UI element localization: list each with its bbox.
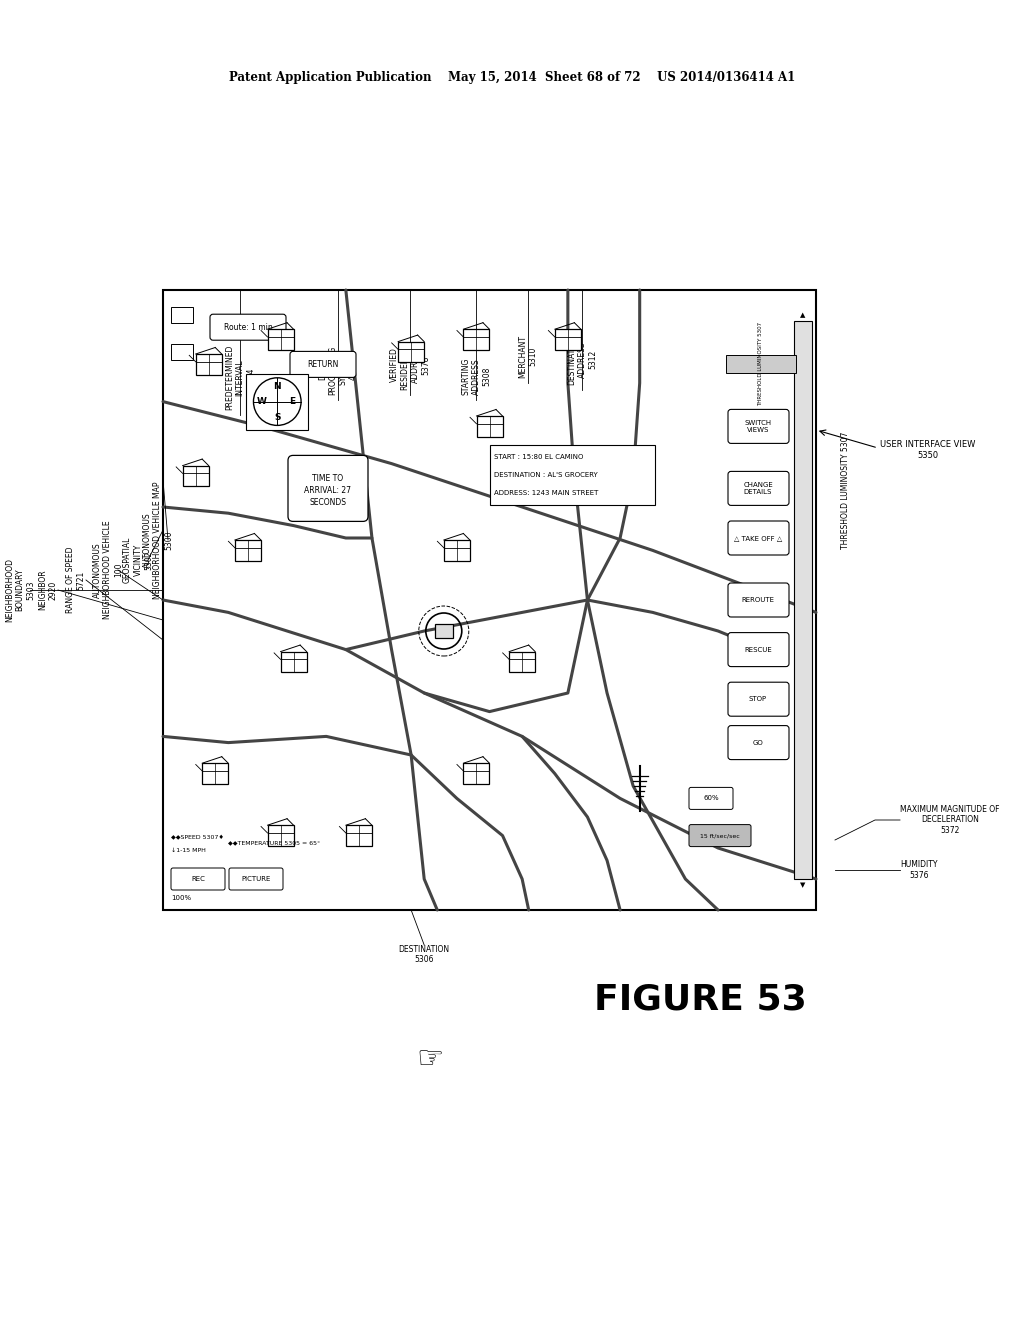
- FancyBboxPatch shape: [728, 471, 790, 506]
- Bar: [182, 466, 209, 486]
- Text: PREDETERMINED
INTERVAL
5374: PREDETERMINED INTERVAL 5374: [225, 345, 255, 411]
- Bar: [794, 321, 812, 879]
- Text: GO: GO: [753, 739, 763, 746]
- FancyBboxPatch shape: [171, 345, 193, 360]
- FancyBboxPatch shape: [728, 682, 790, 717]
- FancyBboxPatch shape: [288, 455, 368, 521]
- Bar: [196, 354, 222, 375]
- Text: PICTURE: PICTURE: [242, 876, 270, 882]
- Text: ◆◆TEMPERATURE 5305 = 65°: ◆◆TEMPERATURE 5305 = 65°: [228, 841, 321, 846]
- Text: NEIGHBORHOOD
BOUNDARY
5303: NEIGHBORHOOD BOUNDARY 5303: [5, 558, 35, 622]
- FancyBboxPatch shape: [728, 409, 790, 444]
- Text: NEIGHBOR
2920: NEIGHBOR 2920: [38, 570, 57, 610]
- Bar: [163, 290, 816, 909]
- FancyBboxPatch shape: [171, 869, 225, 890]
- FancyBboxPatch shape: [290, 351, 356, 378]
- Bar: [398, 342, 424, 363]
- Text: FIGURE 53: FIGURE 53: [594, 983, 806, 1016]
- Text: S: S: [274, 412, 281, 421]
- Text: DESTINATION
5306: DESTINATION 5306: [398, 945, 450, 965]
- Text: 100%: 100%: [171, 895, 191, 900]
- Text: ☞: ☞: [417, 1045, 443, 1074]
- Text: REROUTE: REROUTE: [741, 597, 774, 603]
- FancyBboxPatch shape: [689, 788, 733, 809]
- Text: GEOSPATIAL
VICINITY
5302: GEOSPATIAL VICINITY 5302: [123, 537, 153, 583]
- Bar: [203, 763, 228, 784]
- Bar: [267, 825, 294, 846]
- Text: RETURN: RETURN: [307, 360, 339, 368]
- Text: RANGE OF SPEED
5721: RANGE OF SPEED 5721: [67, 546, 86, 614]
- Bar: [555, 329, 581, 350]
- Text: STOP: STOP: [749, 696, 767, 702]
- Text: △ TAKE OFF △: △ TAKE OFF △: [734, 535, 782, 541]
- FancyBboxPatch shape: [728, 521, 790, 554]
- Bar: [234, 540, 261, 561]
- Text: REC: REC: [191, 876, 205, 882]
- Bar: [267, 329, 294, 350]
- FancyBboxPatch shape: [728, 583, 790, 616]
- Text: TIME TO: TIME TO: [312, 474, 344, 483]
- Text: DESTINATION : AL'S GROCERY: DESTINATION : AL'S GROCERY: [495, 473, 598, 478]
- Bar: [443, 540, 470, 561]
- Text: MAXIMUM MAGNITUDE OF
DECELERATION
5372: MAXIMUM MAGNITUDE OF DECELERATION 5372: [900, 805, 999, 836]
- Text: HUMIDITY
5376: HUMIDITY 5376: [900, 861, 938, 879]
- Text: RESCUE: RESCUE: [744, 647, 772, 652]
- Text: VERIFIED
RESIDENTIAL
ADDRESS
5378: VERIFIED RESIDENTIAL ADDRESS 5378: [390, 341, 430, 389]
- FancyBboxPatch shape: [728, 632, 790, 667]
- Bar: [464, 329, 489, 350]
- FancyBboxPatch shape: [689, 825, 751, 846]
- Text: USER INTERFACE VIEW
5350: USER INTERFACE VIEW 5350: [880, 441, 976, 459]
- Text: DESTINATION
ADDRESS
5312: DESTINATION ADDRESS 5312: [567, 334, 597, 385]
- Text: ARRIVAL: 27: ARRIVAL: 27: [304, 486, 351, 495]
- Text: DATA
PROCESSING
SYSTEM
4204: DATA PROCESSING SYSTEM 4204: [317, 346, 358, 395]
- FancyBboxPatch shape: [210, 314, 286, 341]
- Text: W: W: [257, 397, 267, 407]
- Text: Route: 1 min: Route: 1 min: [223, 322, 272, 331]
- Text: AUTONOMOUS
NEIGHBORHOOD VEHICLE MAP
5300: AUTONOMOUS NEIGHBORHOOD VEHICLE MAP 5300: [143, 482, 173, 599]
- Text: ▲: ▲: [801, 312, 806, 318]
- Bar: [509, 652, 536, 672]
- Text: THRESHOLD LUMINOSITY 5307: THRESHOLD LUMINOSITY 5307: [842, 432, 851, 549]
- Bar: [346, 825, 372, 846]
- Text: E: E: [290, 397, 296, 407]
- FancyBboxPatch shape: [728, 726, 790, 759]
- Text: MERCHANT
5310: MERCHANT 5310: [518, 335, 538, 378]
- Text: Patent Application Publication    May 15, 2014  Sheet 68 of 72    US 2014/013641: Patent Application Publication May 15, 2…: [229, 71, 795, 84]
- Text: THRESHOLD LUMINOSITY 5307: THRESHOLD LUMINOSITY 5307: [759, 322, 764, 407]
- Text: ADDRESS: 1243 MAIN STREET: ADDRESS: 1243 MAIN STREET: [495, 490, 599, 496]
- FancyBboxPatch shape: [171, 306, 193, 323]
- Bar: [726, 355, 796, 374]
- Text: STARTING
ADDRESS
5308: STARTING ADDRESS 5308: [461, 358, 490, 395]
- Text: 60%: 60%: [703, 796, 719, 801]
- Bar: [247, 374, 308, 429]
- Bar: [281, 652, 306, 672]
- Text: START : 15:80 EL CAMINO: START : 15:80 EL CAMINO: [495, 454, 584, 459]
- Bar: [464, 763, 489, 784]
- Text: N: N: [273, 381, 281, 391]
- Bar: [489, 445, 654, 506]
- Text: SECONDS: SECONDS: [309, 498, 346, 507]
- Text: AUTONOMOUS
NEIGHBORHOOD VEHICLE
100: AUTONOMOUS NEIGHBORHOOD VEHICLE 100: [93, 520, 123, 619]
- FancyBboxPatch shape: [229, 869, 283, 890]
- Text: ◆◆SPEED 5307♦: ◆◆SPEED 5307♦: [171, 836, 224, 841]
- Bar: [435, 624, 453, 638]
- Text: CHANGE
DETAILS: CHANGE DETAILS: [743, 482, 773, 495]
- Text: ▼: ▼: [801, 882, 806, 888]
- Bar: [476, 416, 503, 437]
- Text: SWITCH
VIEWS: SWITCH VIEWS: [744, 420, 771, 433]
- Text: 15 ft/sec/sec: 15 ft/sec/sec: [700, 833, 740, 838]
- Text: ↓1-15 MPH: ↓1-15 MPH: [171, 847, 206, 853]
